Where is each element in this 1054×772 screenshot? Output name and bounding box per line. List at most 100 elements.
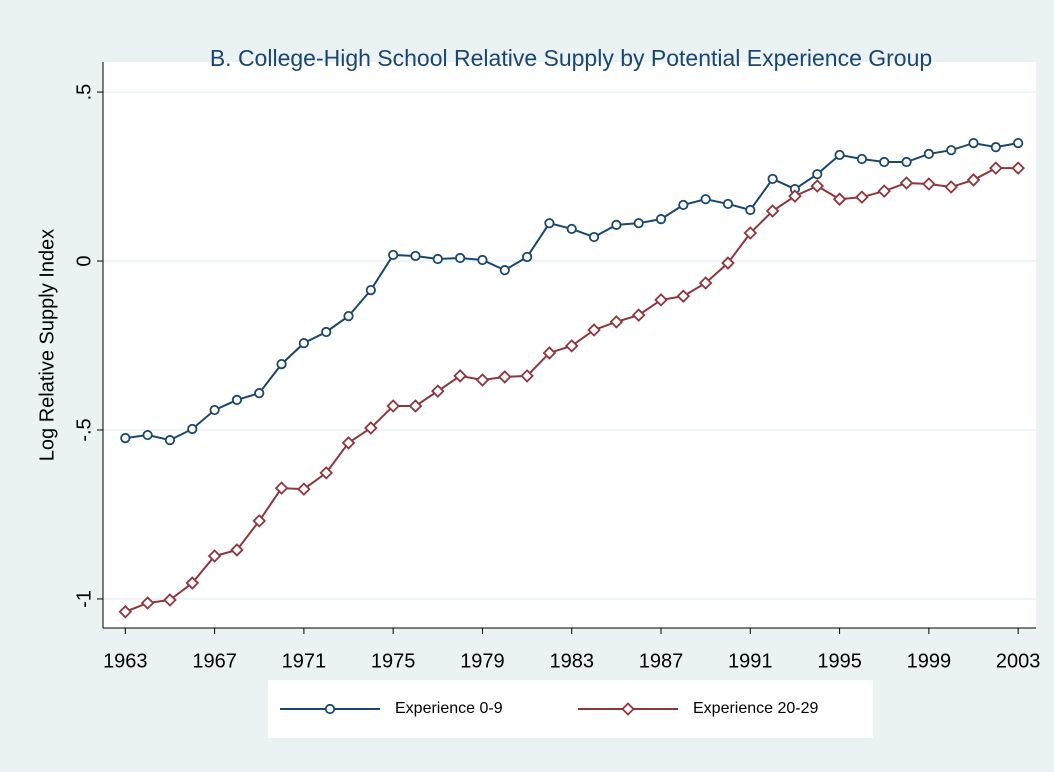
marker: [477, 254, 488, 266]
x-tick-label: 1975: [371, 650, 416, 672]
marker: [388, 249, 399, 261]
marker: [364, 421, 378, 435]
marker: [187, 423, 198, 435]
marker: [521, 251, 533, 263]
marker: [698, 276, 713, 290]
marker: [164, 435, 176, 446]
marker: [140, 596, 155, 610]
marker: [231, 394, 243, 406]
marker: [321, 326, 332, 338]
marker: [700, 194, 711, 205]
marker: [944, 180, 958, 194]
marker: [499, 265, 510, 276]
marker: [633, 218, 644, 229]
marker: [297, 482, 311, 496]
marker: [564, 339, 579, 353]
marker: [855, 190, 869, 204]
marker: [298, 338, 309, 349]
chart-title: B. College-High School Relative Supply b…: [210, 45, 932, 71]
marker: [207, 549, 222, 563]
marker: [989, 161, 1003, 175]
marker: [631, 308, 646, 322]
legend-label: Experience 20-29: [693, 700, 819, 717]
marker: [365, 284, 376, 296]
marker: [252, 514, 267, 528]
marker: [431, 384, 445, 398]
marker: [721, 256, 735, 270]
marker: [901, 156, 912, 168]
marker: [810, 179, 825, 193]
marker: [922, 177, 936, 191]
marker: [254, 388, 265, 399]
x-tick-label: 1979: [460, 650, 505, 672]
y-tick-label: 0: [73, 255, 95, 266]
y-axis-label: Log Relative Supply Index: [36, 229, 58, 461]
marker: [542, 346, 557, 360]
marker: [834, 149, 845, 161]
marker: [877, 184, 891, 198]
marker: [386, 399, 400, 413]
marker: [832, 192, 847, 206]
marker: [812, 169, 823, 180]
x-tick-label: 1983: [549, 650, 594, 672]
x-tick-label: 1991: [728, 650, 773, 672]
x-tick-label: 1987: [639, 650, 684, 672]
marker: [455, 252, 466, 264]
marker: [1011, 161, 1025, 175]
marker: [923, 148, 934, 160]
marker: [544, 218, 555, 229]
marker: [341, 436, 356, 450]
x-tick-label: 1971: [282, 650, 327, 672]
marker: [520, 369, 534, 383]
marker: [324, 703, 336, 715]
x-tick-label: 1999: [907, 650, 952, 672]
marker: [319, 466, 333, 480]
y-tick-label: .5: [73, 84, 95, 101]
marker: [185, 576, 200, 590]
marker: [343, 311, 354, 322]
marker: [743, 226, 758, 240]
marker: [497, 370, 512, 384]
marker: [966, 173, 981, 187]
x-tick-label: 2003: [996, 650, 1041, 672]
marker: [142, 429, 153, 441]
y-tick-label: -.5: [73, 418, 95, 441]
marker: [654, 293, 668, 307]
marker: [475, 373, 490, 387]
marker: [968, 137, 979, 149]
x-tick-label: 1967: [192, 650, 237, 672]
marker: [745, 204, 756, 216]
marker: [230, 543, 244, 557]
marker: [788, 189, 802, 203]
legend-label: Experience 0-9: [395, 700, 503, 717]
y-tick-label: -1: [73, 590, 95, 608]
marker: [676, 289, 691, 303]
marker: [120, 432, 131, 444]
marker: [611, 219, 622, 230]
marker: [274, 481, 289, 495]
marker: [1013, 137, 1024, 149]
x-tick-label: 1995: [817, 650, 862, 672]
marker: [946, 145, 957, 156]
marker: [588, 231, 600, 243]
marker: [899, 176, 914, 190]
marker: [410, 250, 421, 262]
marker: [621, 702, 635, 716]
marker: [276, 358, 287, 370]
marker: [609, 315, 624, 329]
marker: [767, 173, 778, 185]
x-tick-label: 1963: [103, 650, 148, 672]
marker: [722, 198, 734, 210]
marker: [856, 153, 867, 165]
marker: [566, 223, 577, 235]
marker: [765, 204, 780, 218]
marker: [678, 199, 689, 211]
marker: [163, 593, 177, 607]
marker: [209, 404, 220, 416]
marker: [432, 253, 443, 265]
marker: [118, 605, 133, 619]
marker: [587, 323, 601, 337]
marker: [453, 369, 467, 383]
